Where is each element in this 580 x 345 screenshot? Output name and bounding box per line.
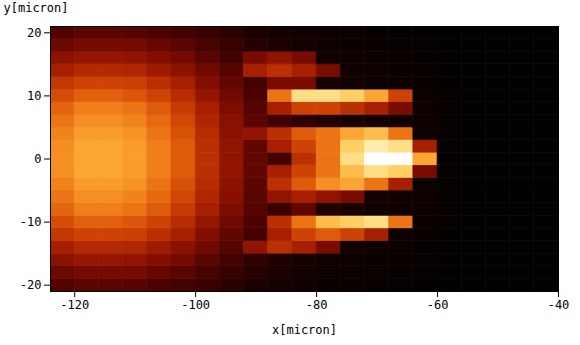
svg-text:-100: -100 [181,298,210,312]
svg-text:-120: -120 [60,298,89,312]
svg-text:y[micron]: y[micron] [4,1,69,15]
svg-text:-60: -60 [427,298,449,312]
svg-text:-10: -10 [20,215,42,229]
svg-text:10: 10 [27,89,41,103]
svg-text:x[micron]: x[micron] [272,323,337,337]
svg-text:-20: -20 [20,278,42,292]
svg-text:0: 0 [34,152,41,166]
svg-text:20: 20 [27,26,41,40]
svg-text:-40: -40 [548,298,570,312]
svg-text:-80: -80 [306,298,328,312]
